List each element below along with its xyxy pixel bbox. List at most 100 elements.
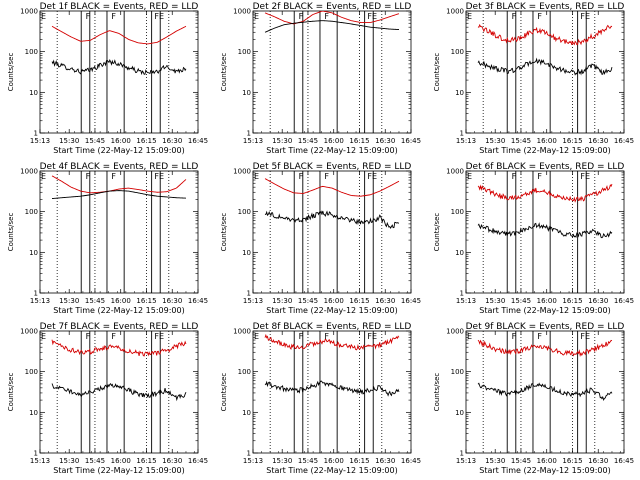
x-tick-label: 16:45 bbox=[188, 457, 208, 465]
x-tick-label: 16:45 bbox=[614, 457, 634, 465]
y-tick-label: 1000 bbox=[20, 8, 38, 16]
series-lld-red bbox=[51, 175, 187, 194]
segment-marker-label: FE bbox=[580, 12, 590, 21]
x-axis-label: Start Time (22-May-12 15:09:00) bbox=[479, 466, 610, 475]
segment-marker-label: FE bbox=[154, 332, 164, 341]
segment-marker-label: F bbox=[324, 12, 329, 21]
x-tick-label: 15:30 bbox=[485, 297, 505, 305]
series-lld-red bbox=[264, 333, 400, 351]
x-tick-label: 15:45 bbox=[85, 457, 105, 465]
plot-title: Det 7f BLACK = Events, RED = LLD bbox=[40, 322, 199, 332]
x-tick-label: 15:45 bbox=[85, 297, 105, 305]
y-tick-label: 10 bbox=[29, 409, 38, 417]
x-tick-label: 16:30 bbox=[162, 457, 182, 465]
x-tick-label: 16:45 bbox=[401, 137, 421, 145]
x-tick-label: 15:30 bbox=[59, 297, 79, 305]
plot-frame bbox=[252, 330, 412, 454]
x-tick-label: 16:30 bbox=[588, 297, 608, 305]
segment-marker-label: E bbox=[254, 332, 259, 341]
y-tick-label: 1 bbox=[34, 450, 38, 458]
plot-frame bbox=[39, 330, 199, 454]
y-tick-label: 100 bbox=[25, 368, 38, 376]
segment-marker-label: E bbox=[41, 332, 46, 341]
x-tick-label: 15:13 bbox=[30, 137, 50, 145]
x-tick-label: 16:45 bbox=[188, 297, 208, 305]
series-lld-red bbox=[477, 339, 613, 357]
x-tick-label: 16:15 bbox=[349, 297, 369, 305]
y-tick-label: 10 bbox=[455, 249, 464, 257]
series-events-black bbox=[477, 57, 613, 76]
y-tick-label: 10 bbox=[29, 89, 38, 97]
y-tick-label: 1000 bbox=[233, 168, 251, 176]
series-lld-red bbox=[51, 25, 187, 45]
x-tick-label: 16:45 bbox=[614, 137, 634, 145]
x-tick-label: 15:13 bbox=[243, 137, 263, 145]
x-tick-label: 16:30 bbox=[162, 297, 182, 305]
x-axis-label: Start Time (22-May-12 15:09:00) bbox=[266, 306, 397, 315]
x-tick-label: 16:00 bbox=[537, 297, 557, 305]
y-tick-label: 100 bbox=[451, 48, 464, 56]
plot-frame bbox=[39, 170, 199, 294]
series-events-black bbox=[51, 383, 187, 402]
series-events-black bbox=[477, 222, 613, 239]
x-tick-label: 16:45 bbox=[188, 137, 208, 145]
segment-marker-label: F bbox=[111, 12, 116, 21]
series-events-black bbox=[51, 190, 187, 200]
series-events-black bbox=[264, 210, 400, 230]
y-tick-label: 1 bbox=[34, 130, 38, 138]
y-axis-label: Counts/sec bbox=[433, 373, 441, 412]
subplot-det-1: Det 1f BLACK = Events, RED = LLD 1 10 100 10… bbox=[7, 2, 208, 155]
plot-title: Det 9f BLACK = Events, RED = LLD bbox=[466, 322, 625, 332]
series-lld-red bbox=[264, 11, 400, 25]
segment-marker-label: F bbox=[86, 12, 91, 21]
segment-marker-label: FE bbox=[154, 172, 164, 181]
subplot-det-3: Det 3f BLACK = Events, RED = LLD 1 10 100 10… bbox=[433, 2, 634, 155]
y-tick-label: 1 bbox=[34, 290, 38, 298]
x-tick-label: 15:13 bbox=[243, 297, 263, 305]
x-axis-label: Start Time (22-May-12 15:09:00) bbox=[53, 306, 184, 315]
y-tick-label: 10 bbox=[242, 89, 251, 97]
y-tick-label: 100 bbox=[451, 368, 464, 376]
plot-title: Det 8f BLACK = Events, RED = LLD bbox=[253, 322, 412, 332]
x-tick-label: 16:30 bbox=[375, 297, 395, 305]
y-tick-label: 100 bbox=[451, 208, 464, 216]
x-tick-label: 16:00 bbox=[324, 137, 344, 145]
x-tick-label: 15:13 bbox=[30, 297, 50, 305]
x-axis-label: Start Time (22-May-12 15:09:00) bbox=[479, 306, 610, 315]
x-tick-label: 15:13 bbox=[456, 457, 476, 465]
x-tick-label: 16:30 bbox=[588, 457, 608, 465]
subplot-det-6: Det 6f BLACK = Events, RED = LLD 1 10 100 10… bbox=[433, 162, 634, 315]
subplot-det-9: Det 9f BLACK = Events, RED = LLD 1 10 100 10… bbox=[433, 322, 634, 475]
subplot-det-5: Det 5f BLACK = Events, RED = LLD 1 10 100 10… bbox=[220, 162, 421, 315]
x-tick-label: 15:30 bbox=[59, 457, 79, 465]
y-axis-label: Counts/sec bbox=[433, 213, 441, 252]
x-axis-label: Start Time (22-May-12 15:09:00) bbox=[479, 146, 610, 155]
x-tick-label: 16:00 bbox=[537, 457, 557, 465]
x-tick-label: 15:45 bbox=[511, 137, 531, 145]
series-events-black bbox=[51, 59, 187, 76]
x-tick-label: 16:30 bbox=[162, 137, 182, 145]
x-axis-label: Start Time (22-May-12 15:09:00) bbox=[53, 466, 184, 475]
y-tick-label: 1000 bbox=[233, 328, 251, 336]
segment-marker-label: F bbox=[324, 172, 329, 181]
segment-marker-label: F bbox=[86, 332, 91, 341]
y-axis-label: Counts/sec bbox=[220, 373, 228, 412]
segment-marker-label: F bbox=[537, 172, 542, 181]
x-tick-label: 16:45 bbox=[614, 297, 634, 305]
x-tick-label: 15:30 bbox=[272, 137, 292, 145]
x-tick-label: 15:13 bbox=[30, 457, 50, 465]
x-tick-label: 16:15 bbox=[136, 137, 156, 145]
plot-title: Det 1f BLACK = Events, RED = LLD bbox=[40, 2, 199, 12]
x-tick-label: 15:45 bbox=[85, 137, 105, 145]
series-events-black bbox=[477, 382, 613, 401]
y-axis-label: Counts/sec bbox=[7, 53, 15, 92]
x-tick-label: 16:00 bbox=[111, 137, 131, 145]
y-tick-label: 1000 bbox=[20, 168, 38, 176]
y-tick-label: 100 bbox=[238, 48, 251, 56]
x-tick-label: 16:15 bbox=[136, 457, 156, 465]
series-lld-red bbox=[477, 23, 613, 46]
y-tick-label: 1000 bbox=[446, 328, 464, 336]
y-tick-label: 1 bbox=[460, 450, 464, 458]
y-axis-label: Counts/sec bbox=[220, 53, 228, 92]
